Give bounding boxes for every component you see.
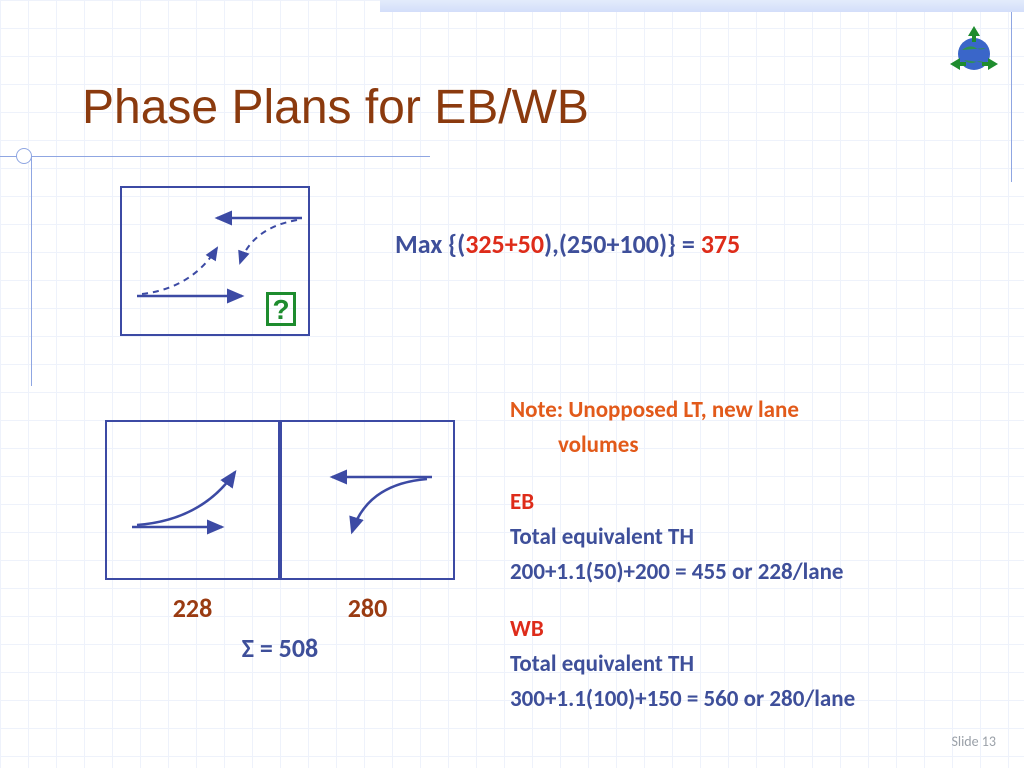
title-rule-vertical [31,156,32,386]
page-title: Phase Plans for EB/WB [82,80,589,135]
eb-line-2: 200+1.1(50)+200 = 455 or 228/lane [510,557,994,588]
title-rule-horizontal [0,156,430,157]
eb-label: EB [510,487,994,518]
recycle-globe-icon [942,20,1006,84]
max-result: 375 [701,228,741,260]
phase-diagram-top: ? [120,186,310,336]
header-strip [380,0,1024,12]
max-mid: ),(250+100)} = [544,228,701,260]
wb-label: WB [510,614,994,645]
slide-number: Slide 13 [951,733,996,750]
question-mark-icon: ? [266,292,296,326]
eb-line-1: Total equivalent TH [510,522,994,553]
note-headline-2: volumes [510,430,994,461]
phase-value-right: 280 [280,592,455,624]
wb-line-1: Total equivalent TH [510,649,994,680]
max-prefix: Max {( [395,228,465,260]
max-expression: Max {(325+50),(250+100)} = 375 [395,228,740,260]
wb-line-2: 300+1.1(100)+150 = 560 or 280/lane [510,684,994,715]
phase-diagram-right [280,420,455,580]
phase-diagram-left [105,420,280,580]
phase-arrows-right [282,422,457,582]
title-rule-knob [16,148,32,164]
phase-sum: Σ = 508 [105,632,455,664]
phase-arrows-left [107,422,282,582]
phase-values-row: 228280 [105,592,455,624]
corner-rule-vertical [1011,12,1012,182]
phase-value-left: 228 [105,592,280,624]
max-highlight: 325+50 [465,228,544,260]
notes-block: Note: Unopposed LT, new lane volumes EB … [510,395,994,719]
note-headline-1: Note: Unopposed LT, new lane [510,395,994,426]
